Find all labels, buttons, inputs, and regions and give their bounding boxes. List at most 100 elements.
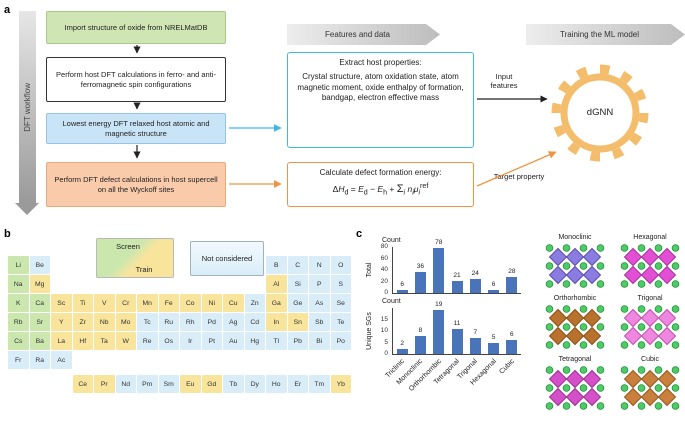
flow-box-defect-dft: Perform DFT defect calculations in host … <box>46 162 226 207</box>
y-tick-label: 20 <box>380 277 388 285</box>
periodic-table: Li Be B C N O Na Mg Al Si P S K Ca Sc Ti V Cr Mn Fe Co Ni Cu Zn… <box>8 256 351 393</box>
element-Cd: Cd <box>244 313 265 331</box>
element-Ra: Ra <box>29 351 50 369</box>
structure-orthorhombic: Orthorhombic <box>540 295 610 356</box>
legend-screen-label: Screen <box>116 242 140 251</box>
bar-value-label: 21 <box>453 271 461 279</box>
element-Pd: Pd <box>201 313 222 331</box>
crystal-structure-icon <box>545 366 605 410</box>
structure-label-trigonal: Trigonal <box>637 295 663 302</box>
bar-cubic <box>506 340 518 354</box>
dft-workflow-arrow: DFT workflow <box>19 11 36 203</box>
structure-label-tetragonal: Tetragonal <box>558 356 592 363</box>
element-Dy: Dy <box>244 375 265 393</box>
element-Pm: Pm <box>137 375 158 393</box>
unique-sgs-chart-plot: 2 8 19 11 7 5 6 <box>392 301 521 355</box>
legend-not-considered: Not considered <box>190 241 264 276</box>
structure-label-monoclinic: Monoclinic <box>558 234 592 241</box>
element-Te: Te <box>330 313 351 331</box>
element-Y: Y <box>51 313 72 331</box>
bar-value-label: 2 <box>400 340 404 348</box>
element-Hg: Hg <box>244 332 265 350</box>
element-Se: Se <box>330 294 351 312</box>
y-tick-label: 5 <box>384 338 388 346</box>
crystal-structure-icon <box>620 305 680 349</box>
element-S: S <box>330 275 351 293</box>
y-axis-ticks: 0 5 10 15 <box>364 308 390 358</box>
extract-host-properties-title: Extract host properties: <box>339 58 422 67</box>
element-Zr: Zr <box>72 313 93 331</box>
bar-value-label: 78 <box>435 239 443 247</box>
structure-label-cubic: Cubic <box>641 356 659 363</box>
bar-monoclinic <box>414 335 426 354</box>
y-tick-label: 40 <box>380 266 388 273</box>
structure-monoclinic: Monoclinic <box>540 234 610 295</box>
y-tick-label: 15 <box>380 315 388 323</box>
bar-tetragonal <box>451 280 463 293</box>
flow-box-import: Import structure of oxide from NRELMatDB <box>46 11 226 44</box>
element-K: K <box>8 294 29 312</box>
element-Ta: Ta <box>94 332 115 350</box>
panel-label-c: c <box>356 228 363 240</box>
element-Pb: Pb <box>287 332 308 350</box>
bar-tetragonal <box>451 328 463 354</box>
dgnn-label: dGNN <box>586 107 614 118</box>
element-Sn: Sn <box>287 313 308 331</box>
bar-value-label: 6 <box>510 331 514 339</box>
chart-count-label: Count <box>382 237 401 244</box>
y-tick-label: 10 <box>380 327 388 334</box>
y-tick-label: 0 <box>384 350 388 357</box>
bar-orthorhombic <box>433 310 445 354</box>
element-Ir: Ir <box>180 332 201 350</box>
bar-value-label: 11 <box>453 319 461 327</box>
element-Fr: Fr <box>8 351 29 369</box>
element-Sr: Sr <box>29 313 50 331</box>
unique-sgs-chart: Count Unique SGs 0 5 10 15 2 8 19 11 7 5 6 Tricli… <box>362 296 524 422</box>
calc-defect-energy-box: Calculate defect formation energy: ΔHd =… <box>287 162 474 207</box>
element-Sm: Sm <box>158 375 179 393</box>
bar-hexagonal <box>488 342 500 354</box>
dft-workflow-label: DFT workflow <box>23 82 32 132</box>
features-and-data-arrow: Features and data <box>287 24 440 45</box>
bar-cubic <box>506 276 518 293</box>
element-Gd: Gd <box>201 375 222 393</box>
element-As: As <box>309 294 330 312</box>
legend-not-considered-label: Not considered <box>201 253 253 263</box>
element-W: W <box>115 332 136 350</box>
training-ml-model-label: Training the ML model <box>560 30 639 39</box>
panel-label-b: b <box>4 228 11 240</box>
y-tick-label: 60 <box>380 254 388 262</box>
element-Mg: Mg <box>29 275 50 293</box>
calc-defect-energy-title: Calculate defect formation energy: <box>319 168 442 177</box>
element-Os: Os <box>158 332 179 350</box>
panel-label-a: a <box>4 4 11 16</box>
element-Ti: Ti <box>72 294 93 312</box>
bar-value-label: 24 <box>471 270 479 278</box>
element-Eu: Eu <box>180 375 201 393</box>
element-Ho: Ho <box>266 375 287 393</box>
element-Ge: Ge <box>287 294 308 312</box>
crystal-structure-icon <box>545 305 605 349</box>
element-V: V <box>94 294 115 312</box>
element-Tm: Tm <box>309 375 330 393</box>
extract-host-properties-body: Crystal structure, atom oxidation state,… <box>297 72 464 103</box>
x-axis-labels: Triclinic Monoclinic Orthorhombic Tetragona… <box>385 356 520 418</box>
input-features-label: Input features <box>490 72 518 91</box>
element-Rb: Rb <box>8 313 29 331</box>
legend-screen-train: Screen Train <box>96 238 174 278</box>
element-Si: Si <box>287 275 308 293</box>
element-Co: Co <box>180 294 201 312</box>
element-Nb: Nb <box>94 313 115 331</box>
element-Cu: Cu <box>223 294 244 312</box>
bar-hexagonal <box>488 289 500 293</box>
total-count-chart: Count Total 0 20 40 60 80 6 36 78 21 24 6 28 <box>362 235 524 296</box>
training-ml-model-arrow: Training the ML model <box>526 24 685 45</box>
bar-orthorhombic <box>433 248 445 293</box>
y-tick-label: 80 <box>380 243 388 250</box>
y-axis-ticks: 0 20 40 60 80 <box>364 243 390 296</box>
element-Li: Li <box>8 256 29 274</box>
bar-triclinic <box>396 289 408 293</box>
bar-trigonal <box>469 337 481 354</box>
element-Tl: Tl <box>266 332 287 350</box>
